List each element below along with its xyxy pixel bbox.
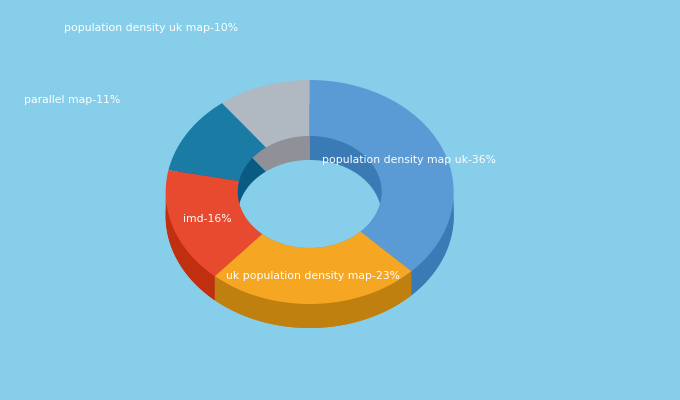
Polygon shape [309,80,454,271]
Polygon shape [215,271,411,328]
Text: imd-16%: imd-16% [183,214,232,224]
Polygon shape [169,127,266,205]
Polygon shape [166,194,262,300]
Text: uk population density map-23%: uk population density map-23% [226,271,401,281]
Polygon shape [222,80,309,148]
Polygon shape [222,104,309,172]
Polygon shape [215,232,411,304]
Text: population density map uk-36%: population density map uk-36% [322,155,496,165]
Polygon shape [169,103,266,181]
Polygon shape [166,190,215,300]
Polygon shape [309,104,454,295]
Polygon shape [411,190,454,295]
Text: parallel map-11%: parallel map-11% [24,95,120,105]
Polygon shape [360,191,381,256]
Polygon shape [166,170,262,276]
Text: population density uk map-10%: population density uk map-10% [64,23,238,33]
Polygon shape [238,191,262,258]
Polygon shape [262,232,360,272]
Polygon shape [215,256,411,328]
